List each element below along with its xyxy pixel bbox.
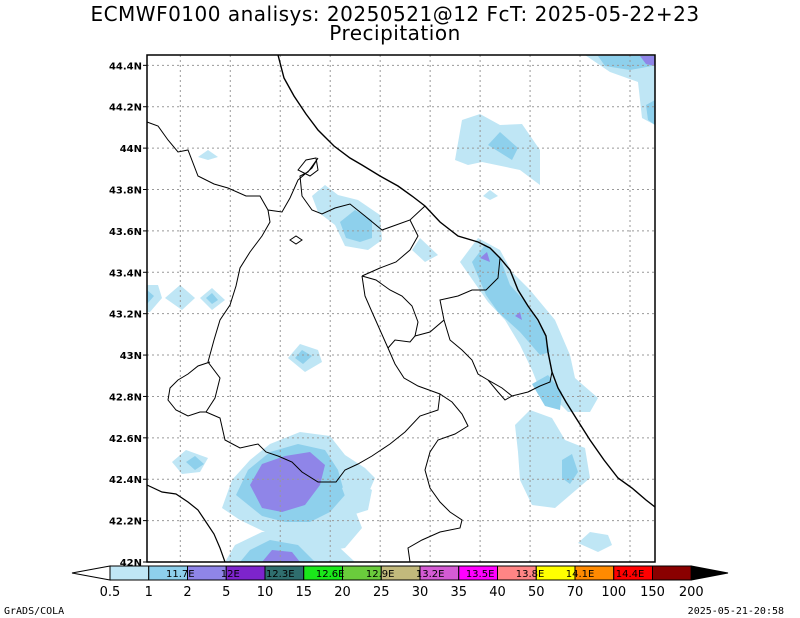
precip-area bbox=[206, 293, 218, 304]
lat-label: 42.2N bbox=[109, 517, 142, 528]
precip-area bbox=[598, 56, 652, 70]
colorbar-level-label: 20 bbox=[334, 585, 351, 600]
footer-left: GrADS/COLA bbox=[4, 606, 64, 617]
precip-area bbox=[532, 375, 562, 410]
colorbar-level-label: 5 bbox=[222, 585, 230, 600]
lon-label: 13.2E bbox=[416, 569, 445, 580]
regional-border bbox=[407, 393, 469, 563]
regional-border bbox=[361, 219, 419, 277]
regional-border bbox=[205, 209, 441, 483]
colorbar-level-label: 200 bbox=[679, 585, 704, 600]
lat-label: 44.4N bbox=[109, 61, 142, 72]
precip-area bbox=[186, 456, 204, 470]
lat-label: 42.6N bbox=[109, 434, 142, 445]
colorbar-box bbox=[652, 565, 692, 581]
precip-area bbox=[640, 56, 655, 66]
lon-label: 14.1E bbox=[566, 569, 595, 580]
precip-area bbox=[165, 285, 195, 310]
lat-label: 42.4N bbox=[109, 475, 142, 486]
regional-border bbox=[414, 257, 501, 337]
lat-label: 43.8N bbox=[109, 186, 142, 197]
regional-border bbox=[167, 361, 211, 417]
precip-area bbox=[472, 245, 550, 355]
colorbar-level-label: 0.5 bbox=[100, 585, 121, 600]
precip-area bbox=[262, 550, 300, 562]
regional-border bbox=[146, 121, 426, 231]
colorbar-level-label: 10 bbox=[257, 585, 274, 600]
precip-area bbox=[340, 210, 372, 242]
colorbar-level-label: 2 bbox=[183, 585, 191, 600]
precip-area bbox=[483, 190, 498, 200]
lat-label: 44N bbox=[120, 144, 142, 155]
colorbar-low-arrow bbox=[71, 565, 111, 581]
lat-label: 43.6N bbox=[109, 227, 142, 238]
colorbar-level-label: 40 bbox=[489, 585, 506, 600]
precip-area bbox=[198, 150, 218, 160]
borders bbox=[146, 54, 656, 563]
regional-border bbox=[443, 319, 553, 397]
colorbar-box bbox=[109, 565, 150, 581]
precip-area bbox=[515, 312, 522, 320]
precip-area bbox=[578, 532, 612, 552]
coastline bbox=[146, 484, 226, 563]
footer-right: 2025-05-21-20:58 bbox=[688, 606, 784, 617]
precip-area bbox=[295, 350, 312, 364]
lat-label: 43N bbox=[120, 351, 142, 362]
colorbar-level-label: 50 bbox=[528, 585, 545, 600]
precip-area bbox=[515, 410, 590, 508]
colorbar-level-label: 15 bbox=[295, 585, 312, 600]
precip-area bbox=[342, 480, 372, 515]
precip-area bbox=[147, 290, 154, 304]
colorbar-level-label: 25 bbox=[373, 585, 390, 600]
precip-area bbox=[488, 132, 518, 160]
precip-area bbox=[585, 55, 655, 125]
lon-label: 14.4E bbox=[616, 569, 645, 580]
lat-label: 43.2N bbox=[109, 310, 142, 321]
lon-label: 12.3E bbox=[266, 569, 295, 580]
regional-border bbox=[487, 379, 513, 401]
precip-area bbox=[250, 452, 325, 512]
map-subtitle: Precipitation bbox=[329, 21, 461, 45]
lat-label: 44.2N bbox=[109, 103, 142, 114]
precipitation-shading bbox=[147, 55, 655, 562]
regional-border bbox=[297, 157, 319, 177]
lon-label: 13.8E bbox=[516, 569, 545, 580]
lon-label: 12.6E bbox=[316, 569, 345, 580]
precip-area bbox=[480, 252, 490, 262]
latitude-labels: 44.4N 44.2N 44N 43.8N 43.6N 43.4N 43.2N 43N 42.8… bbox=[109, 61, 147, 569]
colorbar-level-label: 35 bbox=[450, 585, 467, 600]
colorbar-level-label: 30 bbox=[412, 585, 429, 600]
map-frame bbox=[146, 54, 656, 563]
colorbar-level-label: 70 bbox=[567, 585, 584, 600]
colorbar-high-arrow bbox=[690, 565, 729, 581]
map-title: ECMWF0100 analisys: 20250521@12 FcT: 202… bbox=[90, 2, 700, 26]
precip-area bbox=[412, 238, 438, 262]
lon-label: 12.9E bbox=[366, 569, 395, 580]
precip-area bbox=[562, 454, 578, 484]
colorbar-level-label: 1 bbox=[145, 585, 153, 600]
lat-label: 43.4N bbox=[109, 268, 142, 279]
colorbar-level-label: 150 bbox=[640, 585, 665, 600]
regional-border bbox=[289, 235, 303, 245]
precip-area bbox=[147, 285, 162, 312]
regional-border bbox=[361, 275, 419, 349]
lon-label: 11.7E bbox=[166, 569, 195, 580]
lat-label: 42.8N bbox=[109, 392, 142, 403]
colorbar-level-label: 100 bbox=[601, 585, 626, 600]
lat-label: 42N bbox=[120, 558, 142, 569]
lon-label: 13.5E bbox=[466, 569, 495, 580]
lon-label: 12E bbox=[221, 569, 240, 580]
